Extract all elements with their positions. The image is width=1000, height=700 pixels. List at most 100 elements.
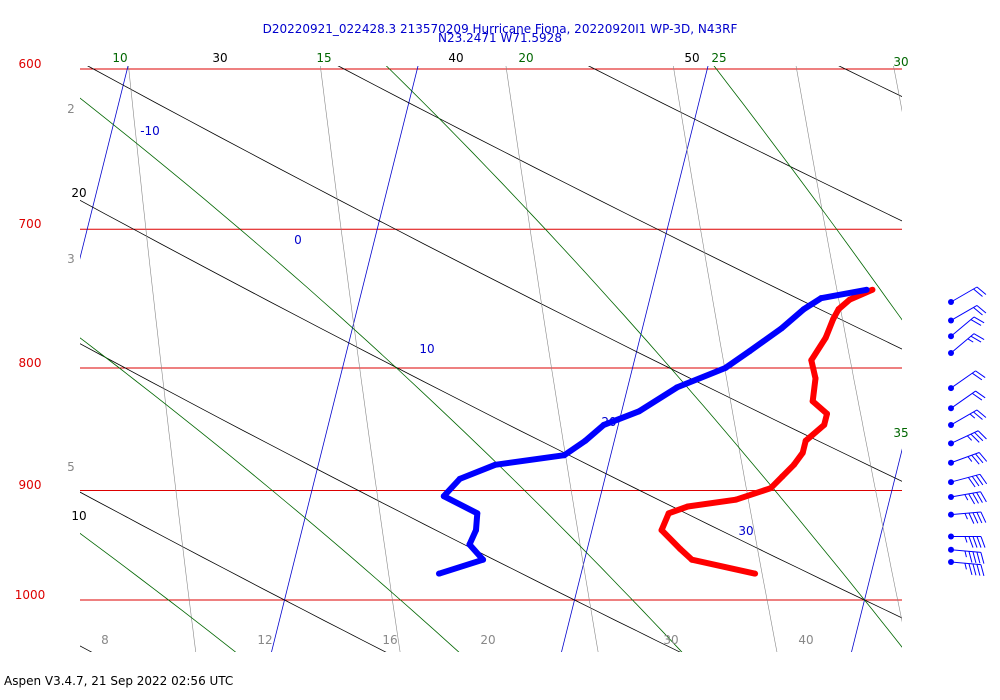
dewpoint-point	[746, 348, 753, 355]
dry-adiabat-label: 50	[684, 51, 699, 65]
temperature-point	[790, 461, 797, 468]
wind-barb-half	[964, 494, 969, 501]
wind-barb-full	[980, 511, 987, 523]
wind-barb	[948, 491, 987, 505]
wind-barb-full	[972, 492, 979, 504]
dry-adiabat-label: 20	[71, 186, 86, 200]
wind-barb-full	[971, 476, 980, 487]
dry-adiabat-label: 40	[448, 51, 463, 65]
wind-barb-full	[975, 390, 986, 399]
mixing-ratio-line	[673, 66, 778, 652]
temperature-point	[658, 527, 665, 534]
dry-adiabat-line	[838, 66, 902, 98]
wind-barb-full	[972, 563, 977, 576]
wind-barb-staff	[950, 561, 981, 566]
dry-adiabat-line	[80, 645, 93, 652]
moist-adiabat-line	[0, 0, 23, 661]
wind-barb-full	[967, 477, 976, 488]
dewpoint-point	[582, 437, 589, 444]
wind-barb-full	[980, 564, 985, 577]
wind-barb	[948, 409, 987, 428]
wind-barb-full	[968, 551, 973, 563]
wind-barb-full	[980, 491, 987, 503]
wind-barb-full	[968, 563, 973, 576]
wind-barb-full	[980, 536, 986, 548]
wind-barb-full	[976, 409, 987, 418]
wind-barb-full	[973, 333, 985, 340]
wind-barb	[948, 286, 987, 305]
dewpoint-point	[492, 461, 499, 468]
wind-barb-full	[970, 433, 980, 443]
moist-adiabat-label: 10	[112, 51, 127, 65]
wind-barb	[948, 430, 987, 447]
dry-adiabat-line	[587, 66, 902, 222]
wind-barb	[948, 390, 986, 412]
wind-barb-staff	[950, 549, 981, 553]
wind-barb-half	[967, 456, 973, 462]
dewpoint-point	[466, 541, 473, 548]
temperature-point	[823, 410, 830, 417]
dewpoint-point	[435, 570, 442, 577]
isotherm-label: 30	[738, 524, 753, 538]
wind-barb-staff	[950, 491, 981, 498]
temperature-point	[821, 421, 828, 428]
temperature-point	[779, 473, 786, 480]
wind-barb-full	[975, 475, 984, 486]
pressure-tick-label: 900	[19, 478, 42, 492]
wind-barb-full	[976, 551, 981, 564]
temperature-profile	[658, 287, 874, 577]
moist-adiabat-label: 30	[893, 55, 908, 69]
wind-barb-half	[964, 563, 967, 570]
moist-adiabat-line	[80, 337, 460, 652]
wind-barb-staff	[950, 452, 980, 464]
wind-barb	[948, 305, 987, 324]
dewpoint-point	[778, 325, 785, 332]
wind-barb-full	[973, 288, 983, 297]
mixing-ratio-tick-label: 40	[798, 633, 813, 647]
isotherm-line	[561, 66, 709, 652]
temperature-point	[799, 449, 806, 456]
mixing-ratio-edge-label: 2	[67, 102, 75, 116]
mixing-ratio-line	[320, 66, 401, 652]
wind-barb-full	[976, 512, 983, 524]
wind-barb-staff	[950, 473, 981, 483]
pressure-tick-label: 700	[19, 217, 42, 231]
dry-adiabat-line	[80, 343, 681, 652]
wind-barb-full	[972, 392, 983, 401]
dewpoint-point	[456, 475, 463, 482]
wind-barb-full	[980, 552, 985, 564]
temperature-point	[688, 556, 695, 563]
temperature-point	[767, 485, 774, 492]
mixing-ratio-tick-label: 12	[257, 633, 272, 647]
temperature-point	[835, 306, 842, 313]
moist-adiabat-label: 20	[518, 51, 533, 65]
wind-barb-staff	[950, 409, 978, 426]
wind-barb	[948, 546, 985, 564]
wind-barb	[948, 370, 986, 392]
wind-barb-full	[973, 411, 983, 420]
wind-barb	[948, 559, 985, 577]
wind-barb-full	[968, 536, 974, 548]
wind-barb-full	[976, 286, 987, 295]
wind-barb-full	[976, 564, 981, 576]
temperature-point	[830, 315, 837, 322]
wind-barb-full	[977, 430, 987, 440]
wind-barb	[948, 452, 988, 466]
mixing-ratio-line	[128, 66, 197, 652]
dewpoint-point	[480, 556, 487, 563]
wind-barb-full	[972, 372, 983, 381]
dewpoint-point	[673, 384, 680, 391]
wind-barb-staff	[950, 316, 975, 337]
isotherm-label: 10	[419, 342, 434, 356]
isotherm-label: 0	[294, 233, 302, 247]
temperature-point	[869, 286, 876, 293]
mixing-ratio-line	[0, 0, 42, 661]
dry-adiabat-line	[87, 66, 902, 482]
wind-barb-full	[974, 432, 984, 442]
wind-barb-staff	[950, 390, 976, 409]
moist-adiabat-line	[80, 97, 683, 652]
dry-adiabat-label: 10	[71, 509, 86, 523]
